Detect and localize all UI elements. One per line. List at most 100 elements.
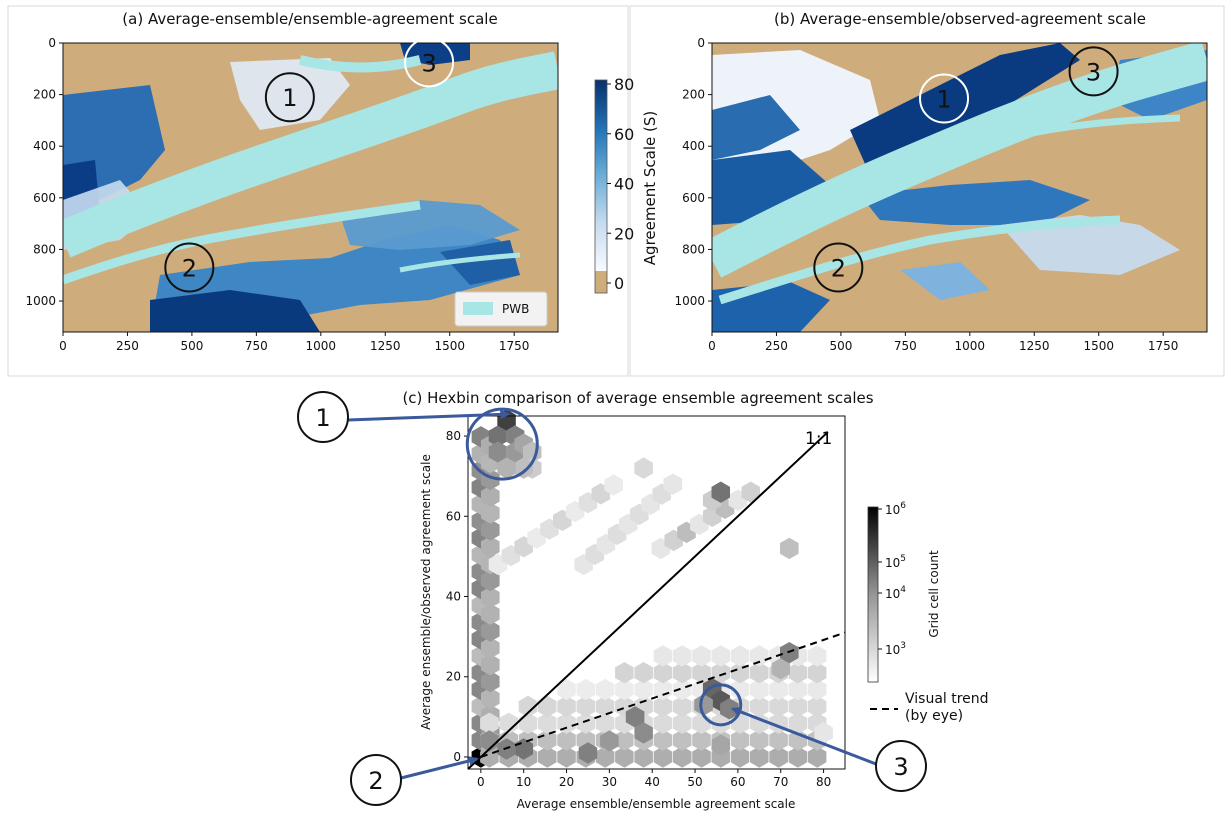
hexbin-cell: [600, 730, 619, 752]
panel-a-colorbar-frame: [594, 79, 608, 294]
hexbin-cell: [499, 712, 518, 734]
panel-c-callouts: 1 2 3: [297, 391, 927, 806]
hexbin-cell: [578, 742, 598, 764]
panel-a-colorbar-label: Agreement Scale (S): [641, 111, 659, 265]
colorbar-tick-label: 80: [614, 75, 634, 94]
panel-a-water: [399, 252, 521, 273]
hexbin-cell: [634, 678, 653, 701]
visual-trend-line: [480, 631, 846, 758]
hexbin-cell: [780, 537, 799, 560]
hexbin-cell: [780, 642, 799, 664]
panel-b-high-agreement-patch: [1000, 215, 1180, 275]
hexbin-cell: [481, 654, 500, 676]
panel-b-map: [712, 43, 1207, 332]
hexbin-cell: [711, 712, 730, 734]
y-tick-label: 400: [33, 139, 56, 153]
panel-c-colorbar-label: Grid cell count: [927, 550, 941, 638]
hexbin-cell: [730, 729, 750, 751]
x-tick-label: 250: [116, 339, 139, 353]
panel-a-legend: PWB: [454, 291, 548, 327]
x-tick-label: 1000: [306, 339, 337, 353]
panel-b-axes-frame: [711, 42, 1208, 333]
hexbin-cell: [480, 712, 499, 734]
annotation-label: 3: [421, 49, 436, 77]
panel-b-high-agreement-patch: [860, 180, 1090, 225]
x-tick-label: 1750: [499, 339, 530, 353]
x-tick-label: 0: [477, 775, 485, 789]
hexbin-cell: [557, 695, 576, 718]
panel-a-axes-frame: [62, 42, 559, 333]
hexbin-cell: [481, 569, 500, 592]
annotation-label: 3: [1086, 58, 1101, 86]
hexbin-cell: [769, 746, 788, 768]
y-tick-label: 400: [682, 139, 705, 153]
panel-a-axis-ticks: 0 250 500 750 1000 1250 1500 1750 0 200 400 600 800 1…: [25, 36, 529, 353]
colorbar-tick-label: 106: [885, 501, 906, 517]
hexbin-cell: [788, 695, 808, 718]
panel-a-colorbar-blues: [595, 80, 607, 271]
hexbin-cell: [672, 712, 692, 734]
colorbar-tick-label: 105: [885, 554, 906, 570]
hexbin-cell: [672, 729, 692, 751]
panel-c-trend-legend-label: Visual trend (by eye): [905, 691, 989, 724]
panel-c-hexbins: [471, 409, 833, 768]
hexbin-cell: [807, 746, 827, 768]
panel-b-water: [999, 114, 1181, 144]
x-tick-label: 1500: [1083, 339, 1114, 353]
hexbin-cell: [576, 678, 596, 701]
y-tick-label: 60: [446, 509, 461, 523]
colorbar-tick-label: 104: [885, 585, 906, 601]
x-tick-label: 500: [180, 339, 203, 353]
panel-b-axis-ticks: 0 250 500 750 1000 1250 1500 1750 0 200 400 600 800 1…: [674, 36, 1178, 353]
annotation-label: 2: [182, 254, 197, 282]
x-tick-label: 20: [559, 775, 574, 789]
panel-c-axis-ticks: 0 10 20 30 40 50 60 70 80 0 20 40 60 80: [446, 429, 832, 789]
hexbin-cell: [538, 712, 557, 734]
hexbin-cell: [672, 645, 692, 667]
hexbin-cell: [634, 722, 653, 744]
callout-arrow: [400, 756, 479, 780]
hexbin-cell: [711, 662, 730, 684]
hexbin-cell: [807, 662, 827, 684]
hexbin-cell: [730, 645, 750, 667]
hexbin-cell: [730, 678, 750, 701]
colorbar-tick-label: 20: [614, 224, 634, 243]
hexbin-cell: [625, 706, 645, 728]
hexbin-cell: [538, 729, 557, 751]
y-tick-label: 200: [33, 88, 56, 102]
hexbin-cell: [672, 695, 692, 718]
callout-arrow: [730, 707, 877, 766]
hexbin-cell: [771, 658, 790, 680]
one-to-one-line: [467, 431, 829, 770]
hexbin-cell: [604, 474, 623, 496]
hexbin-cell: [481, 637, 500, 659]
panel-a-water: [63, 200, 421, 285]
callout-arrow: [347, 409, 511, 422]
x-tick-label: 50: [687, 775, 702, 789]
hexbin-cell: [615, 678, 634, 701]
colorbar-tick-label: 103: [885, 641, 906, 657]
hexbin-cell: [692, 746, 711, 768]
x-tick-label: 500: [829, 339, 852, 353]
annotation-circle: [813, 242, 864, 293]
annotation-circle: [264, 72, 315, 123]
callout-circle: [350, 754, 402, 806]
x-tick-label: 1250: [370, 339, 401, 353]
hexbin-cell: [481, 620, 500, 642]
panel-a: (a) Average-ensemble/ensemble-agreement …: [25, 10, 659, 353]
panel-b-high-agreement-patch: [900, 262, 990, 300]
hexbin-cell: [694, 694, 713, 716]
hexbin-cell: [488, 425, 508, 447]
x-tick-label: 10: [516, 775, 531, 789]
hexbin-cell: [672, 662, 692, 684]
x-tick-label: 1250: [1019, 339, 1050, 353]
hexbin-cell: [653, 712, 673, 734]
callout-circle: [297, 391, 349, 443]
panel-b-frame: [629, 5, 1225, 377]
panel-b-high-agreement-patch: [712, 150, 830, 225]
hexbin-cell: [595, 746, 615, 768]
hexbin-cell: [576, 712, 596, 734]
panel-a-high-agreement-patch: [440, 240, 520, 285]
y-tick-label: 1000: [674, 294, 705, 308]
